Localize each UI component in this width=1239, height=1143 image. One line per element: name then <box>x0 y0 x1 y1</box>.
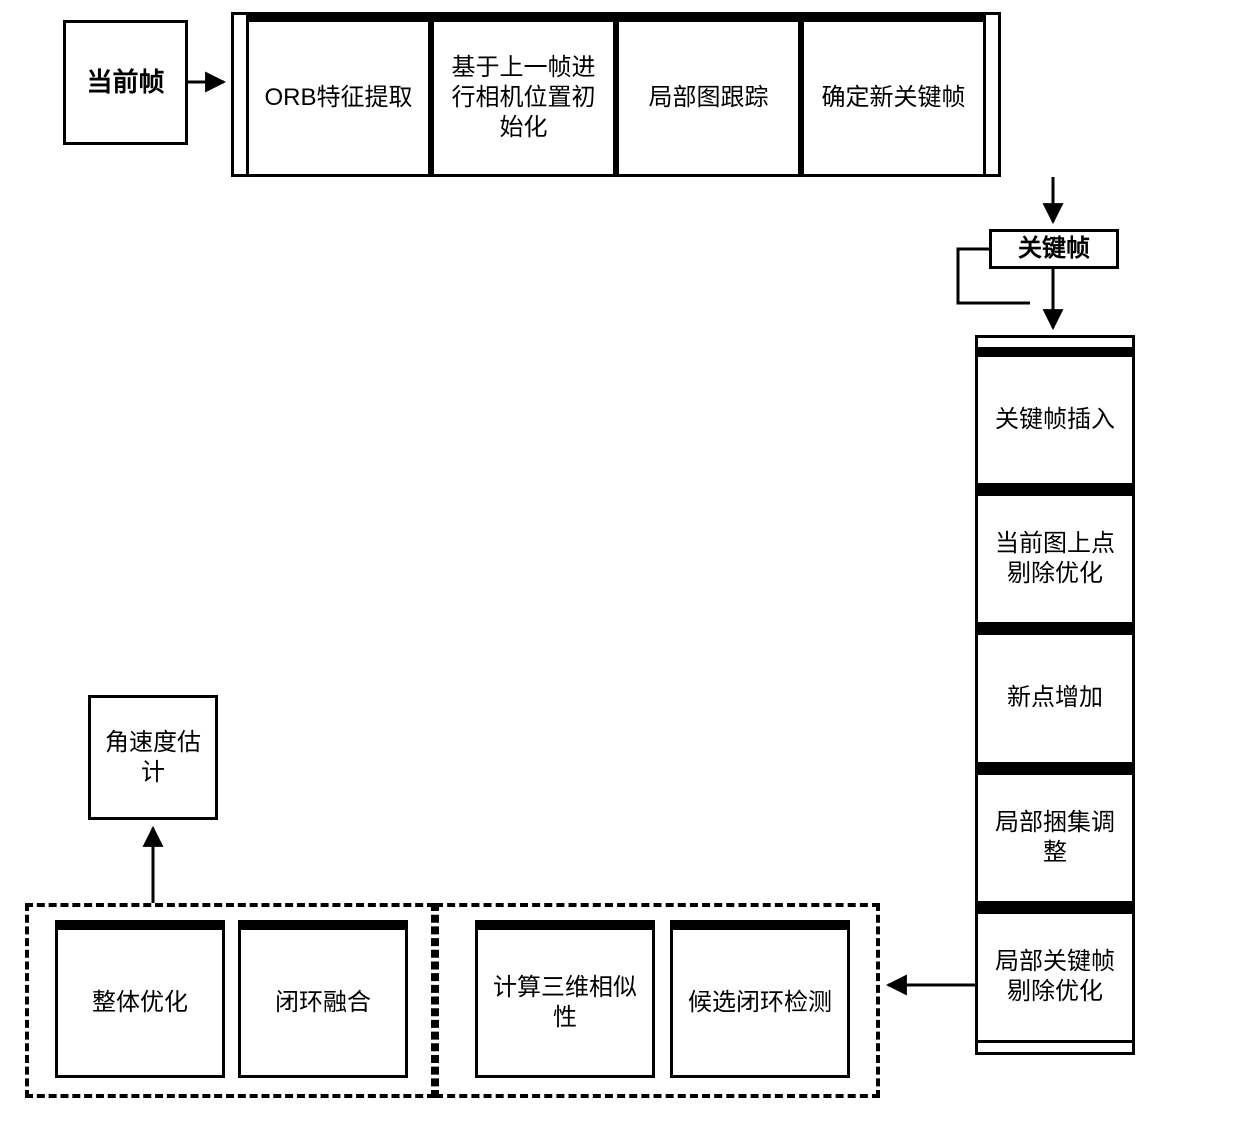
dashedLeft-cell-loop-fuse: 闭环融合 <box>238 920 408 1078</box>
top-cell-init: 基于上一帧进行相机位置初始化 <box>431 12 616 177</box>
right-cell-label-new-point: 新点增加 <box>1007 683 1103 713</box>
top-cell-label-new-keyframe: 确定新关键帧 <box>822 83 966 113</box>
right-cell-kf-cull: 局部关键帧剔除优化 <box>975 904 1135 1043</box>
dashedRight-cell-label-sim3: 计算三维相似性 <box>484 973 646 1033</box>
top-cell-label-local-track: 局部图跟踪 <box>649 83 769 113</box>
top-cell-label-orb: ORB特征提取 <box>264 83 412 113</box>
keyframe-box: 关键帧 <box>989 229 1119 269</box>
right-cell-new-point: 新点增加 <box>975 625 1135 764</box>
dashedLeft-cell-label-global-opt: 整体优化 <box>92 988 188 1018</box>
dashedLeft-cell-global-opt: 整体优化 <box>55 920 225 1078</box>
top-cell-label-init: 基于上一帧进行相机位置初始化 <box>440 53 607 143</box>
current-frame-box: 当前帧 <box>63 20 188 145</box>
current-frame-label: 当前帧 <box>86 66 164 99</box>
keyframe-label: 关键帧 <box>1018 234 1090 264</box>
dashedRight-cell-label-loop-detect: 候选闭环检测 <box>688 988 832 1018</box>
top-cell-new-keyframe: 确定新关键帧 <box>801 12 986 177</box>
angular-velocity-label: 角速度估计 <box>97 728 209 788</box>
right-cell-label-kf-cull: 局部关键帧剔除优化 <box>984 947 1126 1007</box>
dashedRight-cell-sim3: 计算三维相似性 <box>475 920 655 1078</box>
right-cell-label-kf-insert: 关键帧插入 <box>995 405 1115 435</box>
right-cell-kf-insert: 关键帧插入 <box>975 347 1135 486</box>
right-cell-label-point-cull: 当前图上点剔除优化 <box>984 529 1126 589</box>
top-cell-orb: ORB特征提取 <box>246 12 431 177</box>
right-cell-local-ba: 局部捆集调整 <box>975 765 1135 904</box>
angular-velocity-box: 角速度估计 <box>88 695 218 820</box>
right-cell-label-local-ba: 局部捆集调整 <box>984 808 1126 868</box>
dashedRight-cell-loop-detect: 候选闭环检测 <box>670 920 850 1078</box>
top-cell-local-track: 局部图跟踪 <box>616 12 801 177</box>
dashedLeft-cell-label-loop-fuse: 闭环融合 <box>275 988 371 1018</box>
right-cell-point-cull: 当前图上点剔除优化 <box>975 486 1135 625</box>
